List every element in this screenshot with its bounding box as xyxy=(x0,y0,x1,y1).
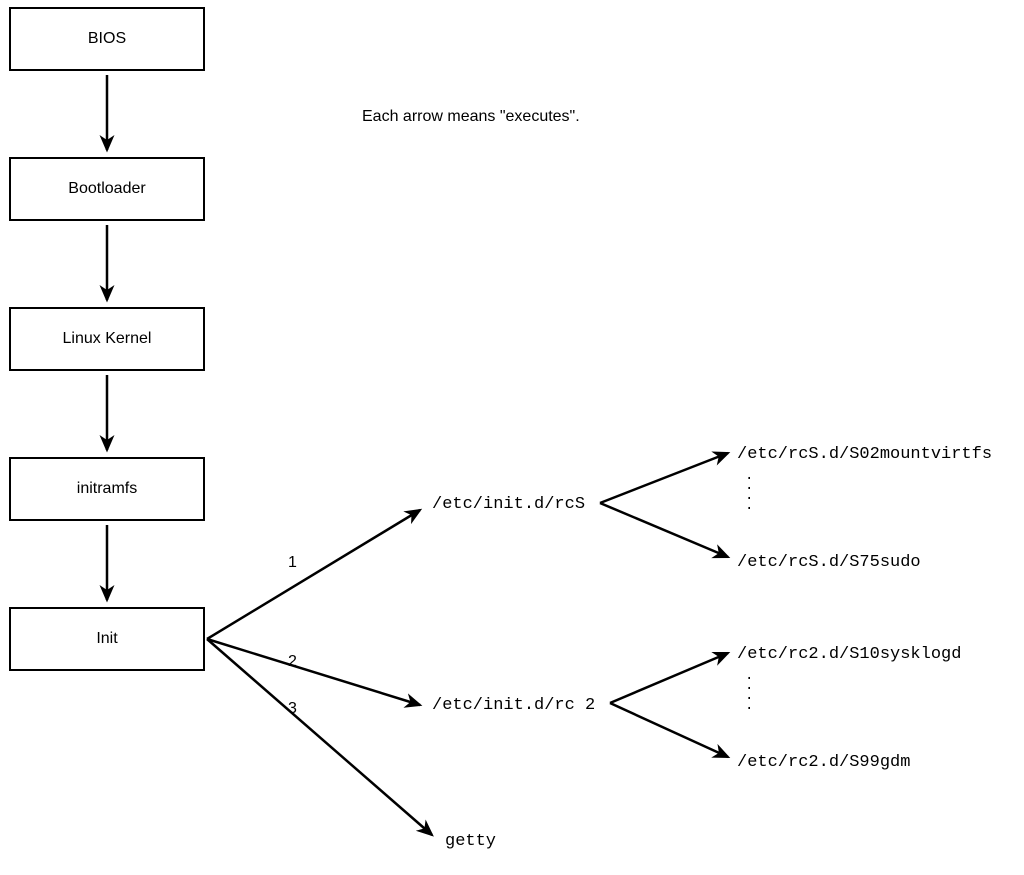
text-s02: /etc/rcS.d/S02mountvirtfs xyxy=(737,445,992,464)
text-rcS: /etc/init.d/rcS xyxy=(432,495,585,514)
edge-label-1: 1 xyxy=(288,554,297,572)
node-kernel: Linux Kernel xyxy=(9,307,205,371)
ellipsis-rcS: .... xyxy=(745,471,753,511)
node-bios: BIOS xyxy=(9,7,205,71)
node-bios-label: BIOS xyxy=(88,30,126,48)
ellipsis-rc2: .... xyxy=(745,671,753,711)
arrows-overlay xyxy=(0,0,1024,875)
node-kernel-label: Linux Kernel xyxy=(63,330,152,348)
text-s75: /etc/rcS.d/S75sudo xyxy=(737,553,921,572)
node-bootloader: Bootloader xyxy=(9,157,205,221)
edge-label-2: 2 xyxy=(288,653,297,671)
diagram-caption: Each arrow means "executes". xyxy=(362,108,580,126)
text-s99: /etc/rc2.d/S99gdm xyxy=(737,753,910,772)
text-s10: /etc/rc2.d/S10sysklogd xyxy=(737,645,961,664)
node-initramfs: initramfs xyxy=(9,457,205,521)
edge-label-3: 3 xyxy=(288,700,297,718)
text-rc2: /etc/init.d/rc 2 xyxy=(432,696,595,715)
node-init: Init xyxy=(9,607,205,671)
node-initramfs-label: initramfs xyxy=(77,480,137,498)
text-getty: getty xyxy=(445,832,496,851)
node-bootloader-label: Bootloader xyxy=(68,180,145,198)
node-init-label: Init xyxy=(96,630,117,648)
